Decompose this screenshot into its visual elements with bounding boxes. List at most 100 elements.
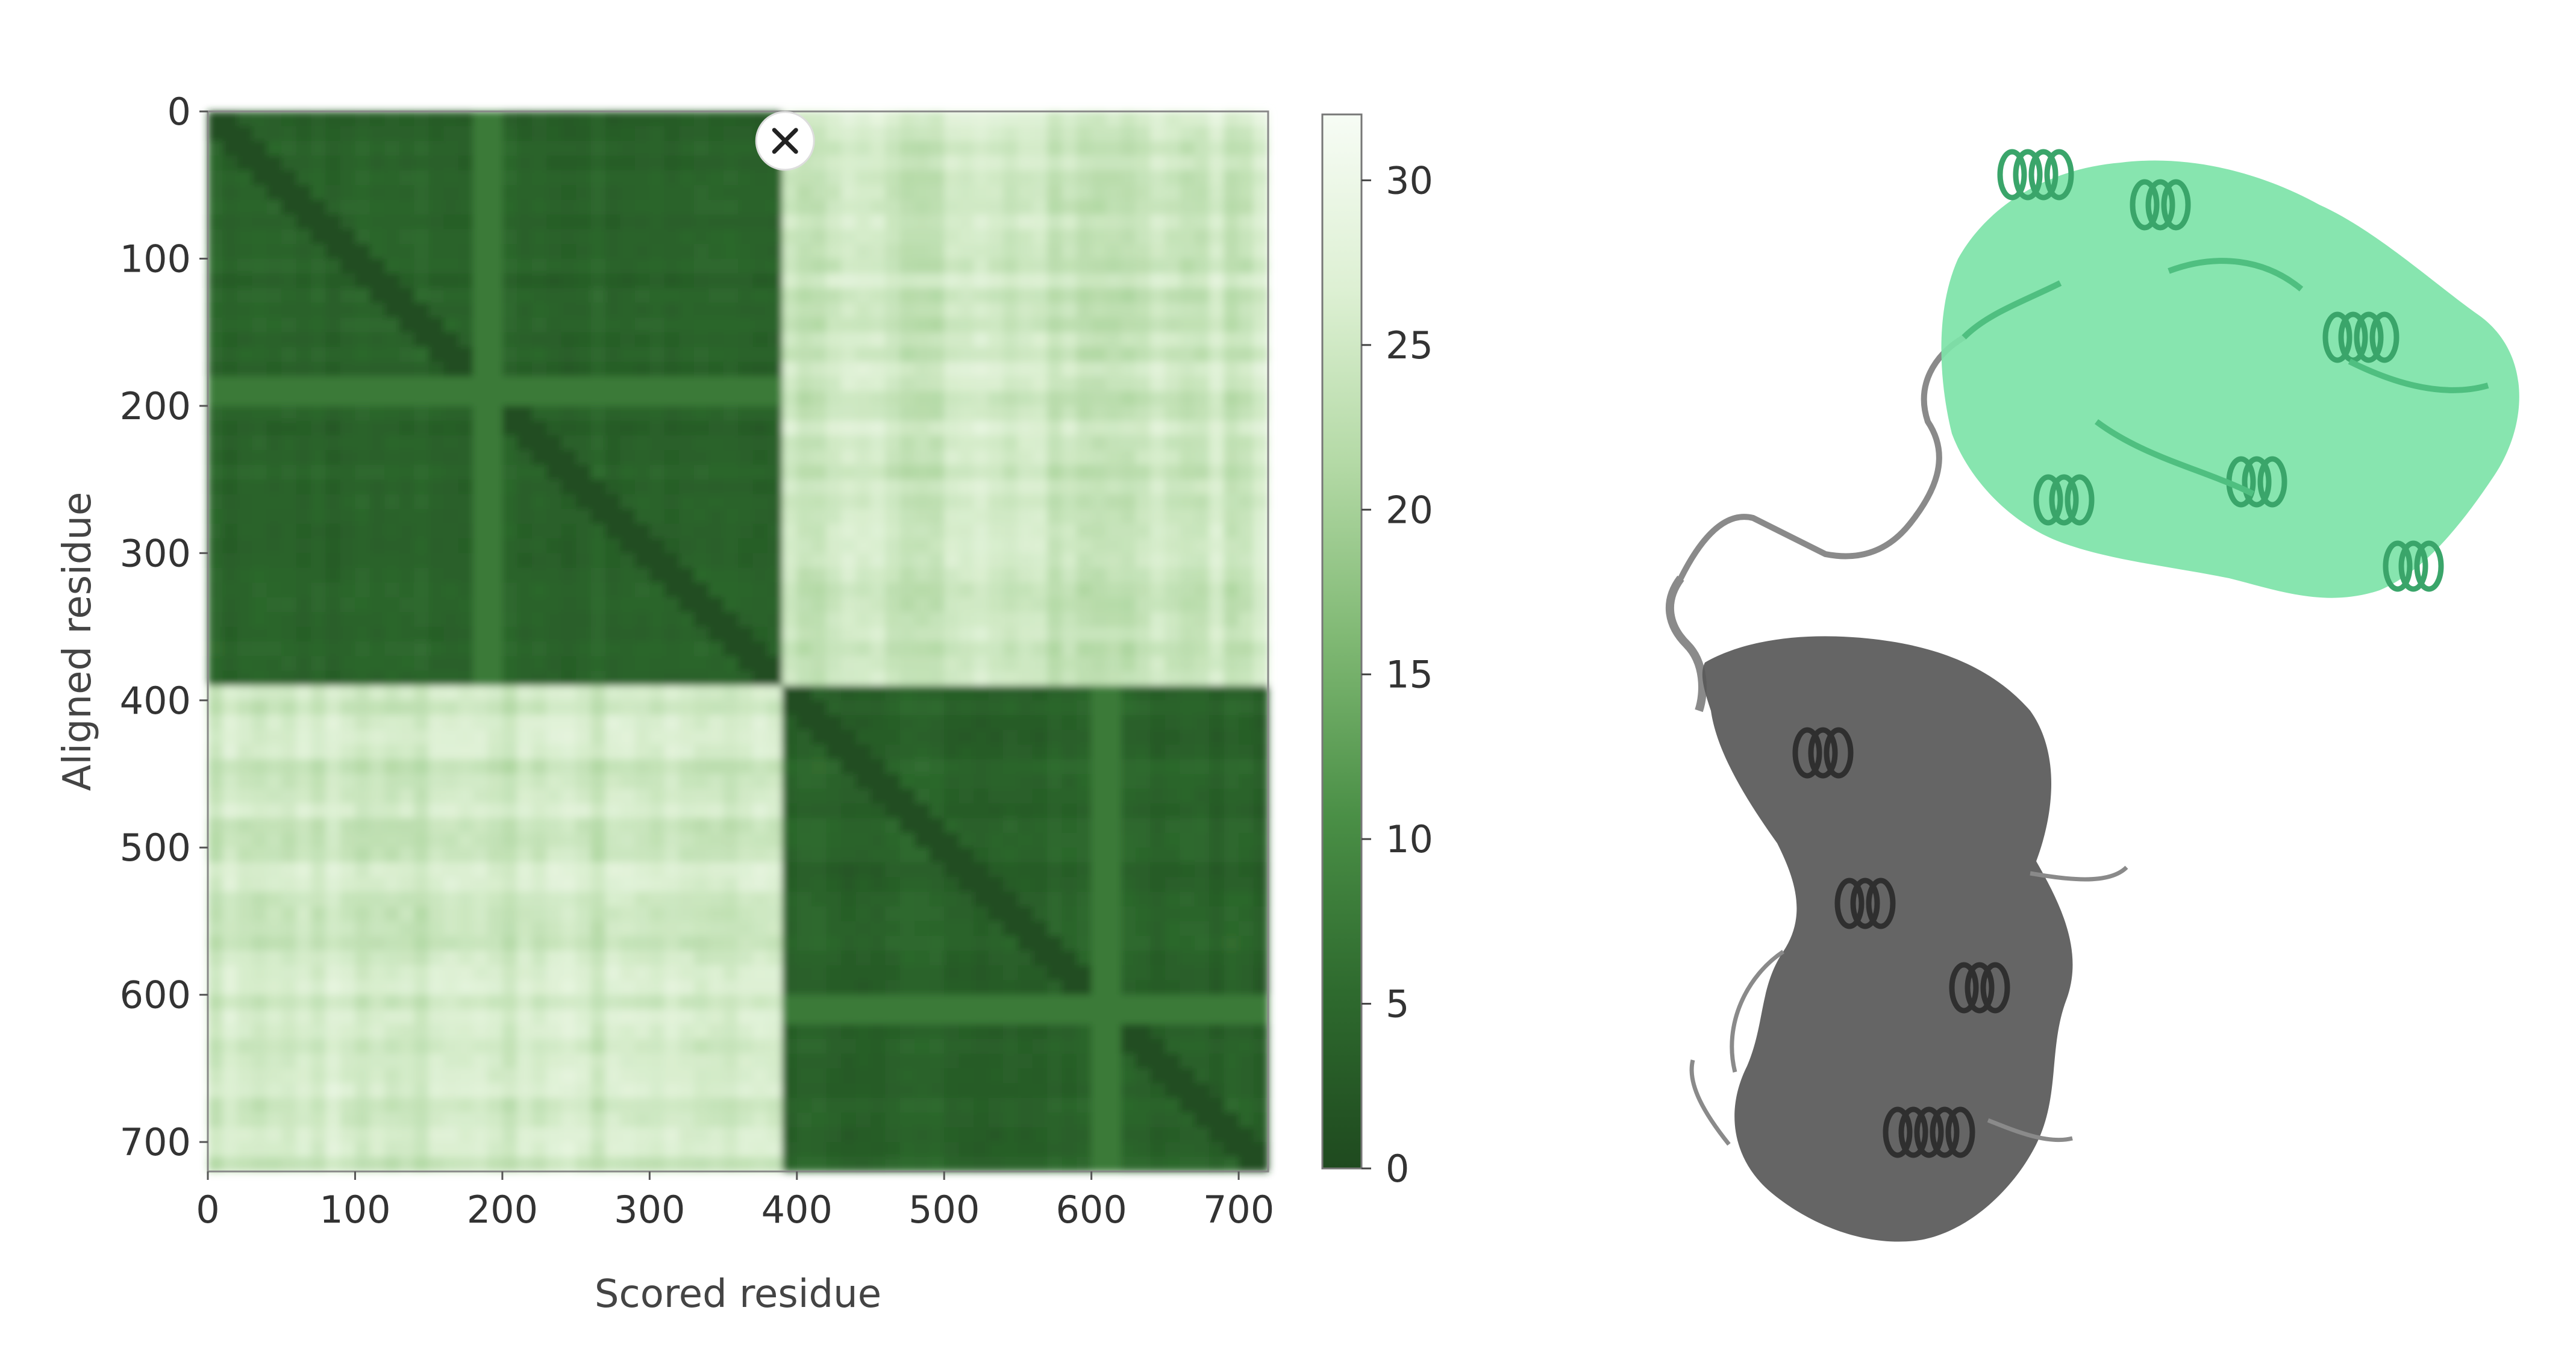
heatmap-cell: [325, 126, 341, 142]
heatmap-cell: [605, 229, 621, 245]
heatmap-cell: [1194, 567, 1210, 584]
heatmap-cell: [502, 862, 518, 878]
heatmap-cell: [944, 1068, 960, 1084]
heatmap-cell: [958, 582, 974, 598]
heatmap-cell: [1224, 788, 1239, 804]
heatmap-cell: [1194, 744, 1210, 760]
heatmap-cell: [664, 921, 680, 937]
heatmap-cell: [1239, 847, 1254, 863]
heatmap-cell: [885, 906, 901, 922]
heatmap-cell: [458, 965, 474, 981]
heatmap-cell: [311, 994, 327, 1010]
heatmap-cell: [281, 435, 297, 451]
heatmap-cell: [252, 347, 267, 363]
heatmap-cell: [811, 1068, 827, 1084]
heatmap-cell: [222, 1083, 238, 1099]
heatmap-cell: [649, 877, 665, 893]
heatmap-cell: [958, 391, 974, 407]
heatmap-cell: [929, 553, 945, 569]
heatmap-cell: [458, 199, 474, 215]
heatmap-cell: [620, 391, 636, 407]
heatmap-cell: [1121, 670, 1136, 687]
heatmap-cell: [1224, 832, 1239, 849]
heatmap-cell: [620, 347, 636, 363]
heatmap-cell: [384, 906, 400, 922]
heatmap-cell: [1018, 597, 1033, 613]
heatmap-cell: [605, 391, 621, 407]
heatmap-cell: [1032, 332, 1048, 348]
heatmap-cell: [1194, 582, 1210, 598]
heatmap-cell: [708, 935, 724, 952]
heatmap-cell: [885, 1009, 901, 1025]
heatmap-cell: [208, 906, 224, 922]
heatmap-cell: [855, 818, 871, 834]
heatmap-cell: [914, 656, 930, 672]
heatmap-cell: [473, 847, 489, 863]
heatmap-cell: [679, 980, 695, 996]
heatmap-cell: [252, 509, 267, 525]
heatmap-cell: [502, 273, 518, 289]
heatmap-cell: [1106, 450, 1122, 466]
heatmap-cell: [988, 567, 1004, 584]
heatmap-cell: [473, 494, 489, 510]
heatmap-cell: [871, 1068, 886, 1084]
heatmap-cell: [208, 1083, 224, 1099]
heatmap-cell: [252, 479, 267, 495]
heatmap-cell: [443, 788, 459, 804]
heatmap-cell: [899, 405, 916, 422]
heatmap-cell: [855, 641, 871, 657]
heatmap-cell: [252, 847, 267, 863]
heatmap-cell: [473, 420, 489, 436]
heatmap-cell: [1003, 317, 1019, 333]
heatmap-cell: [1253, 553, 1269, 569]
heatmap-cell: [974, 685, 989, 701]
heatmap-cell: [605, 420, 621, 436]
heatmap-cell: [369, 391, 386, 407]
heatmap-cell: [517, 155, 533, 171]
heatmap-cell: [428, 140, 444, 157]
heatmap-cell: [620, 774, 636, 790]
heatmap-cell: [634, 921, 651, 937]
heatmap-cell: [355, 656, 370, 672]
heatmap-cell: [1224, 523, 1239, 539]
heatmap-cell: [222, 405, 238, 422]
heatmap-cell: [723, 1083, 739, 1099]
heatmap-cell: [841, 405, 857, 422]
heatmap-cell: [1061, 405, 1078, 422]
heatmap-cell: [988, 140, 1004, 157]
heatmap-cell: [796, 494, 813, 510]
heatmap-cell: [767, 759, 783, 775]
heatmap-cell: [414, 435, 430, 451]
heatmap-cell: [620, 700, 636, 716]
heatmap-cell: [841, 538, 857, 554]
heatmap-cell: [1224, 258, 1239, 274]
heatmap-cell: [664, 1053, 680, 1069]
heatmap-cell: [974, 1039, 989, 1055]
heatmap-cell: [1224, 479, 1239, 495]
heatmap-cell: [855, 582, 871, 598]
heatmap-cell: [1003, 464, 1019, 480]
heatmap-cell: [605, 376, 621, 392]
heatmap-cell: [369, 479, 386, 495]
heatmap-cell: [944, 862, 960, 878]
heatmap-cell: [1136, 450, 1151, 466]
heatmap-cell: [369, 185, 386, 201]
heatmap-cell: [443, 214, 459, 230]
heatmap-cell: [988, 288, 1004, 304]
heatmap-cell: [708, 1097, 724, 1114]
heatmap-cell: [855, 1024, 871, 1040]
heatmap-cell: [531, 258, 548, 274]
heatmap-cell: [752, 288, 768, 304]
heatmap-cell: [855, 803, 871, 819]
heatmap-cell: [281, 288, 297, 304]
heatmap-cell: [590, 774, 606, 790]
heatmap-cell: [929, 877, 945, 893]
heatmap-cell: [1032, 479, 1048, 495]
heatmap-cell: [237, 288, 253, 304]
heatmap-cell: [796, 891, 813, 907]
heatmap-cell: [620, 980, 636, 996]
heatmap-cell: [590, 567, 606, 584]
heatmap-cell: [752, 980, 768, 996]
heatmap-cell: [458, 509, 474, 525]
heatmap-cell: [679, 729, 695, 745]
